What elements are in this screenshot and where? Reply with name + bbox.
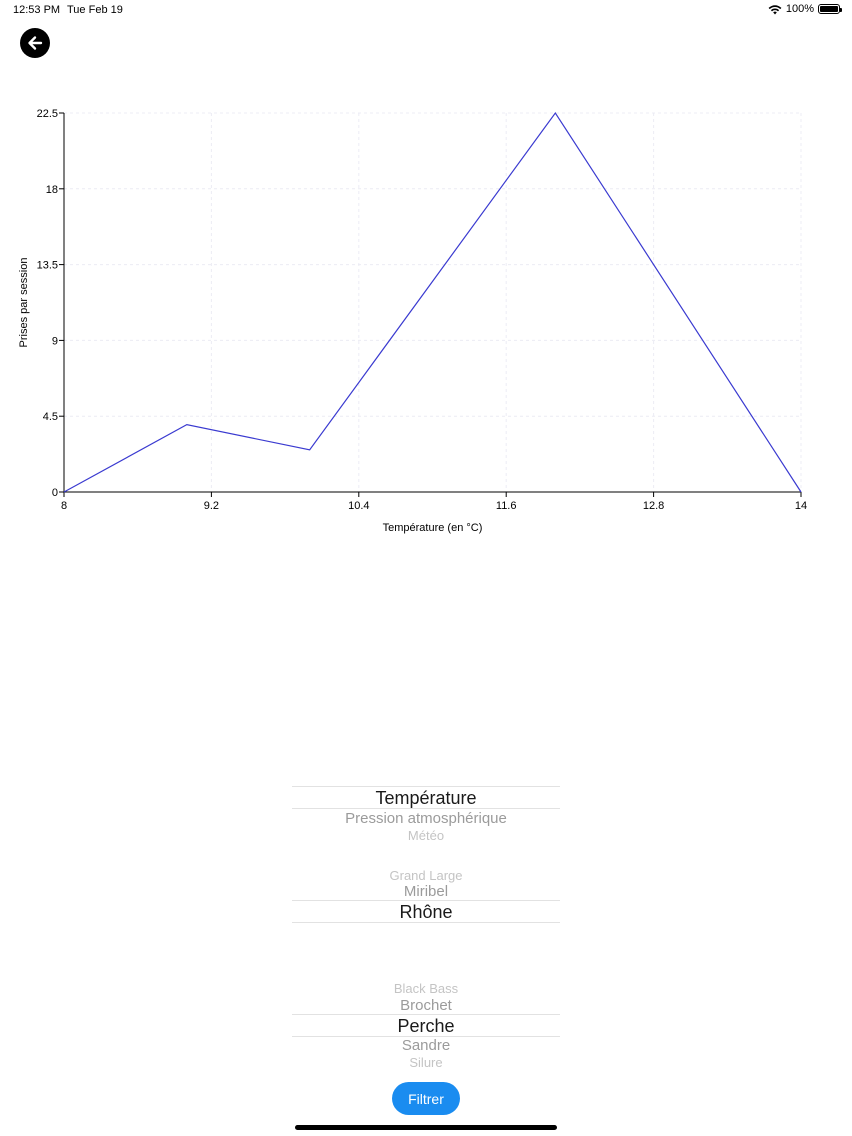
battery-percent: 100% xyxy=(785,3,814,15)
y-tick-label: 9 xyxy=(52,335,58,347)
x-axis-title: Température (en °C) xyxy=(383,522,483,534)
location-picker[interactable]: Grand Large Miribel Rhône xyxy=(292,864,560,928)
y-tick-label: 4.5 xyxy=(43,411,58,423)
filter-button[interactable]: Filtrer xyxy=(392,1082,460,1115)
status-bar: 12:53 PM Tue Feb 19 100% xyxy=(0,0,852,22)
wifi-icon xyxy=(768,4,782,14)
y-tick-label: 22.5 xyxy=(37,108,58,120)
line-chart: 8 9.2 10.4 11.6 12.8 14 0 4.5 9 13.5 18 22.5 Tempéra… xyxy=(0,90,852,550)
x-tick-label: 12.8 xyxy=(643,500,664,512)
y-axis-title: Prises par session xyxy=(18,258,30,348)
metric-picker[interactable]: Température Pression atmosphérique Météo xyxy=(292,780,560,844)
y-tick-label: 18 xyxy=(46,184,58,196)
picker-item[interactable]: Perche xyxy=(397,1016,455,1036)
picker-item[interactable]: Grand Large xyxy=(389,868,463,883)
picker-item[interactable]: Black Bass xyxy=(393,981,459,996)
battery-level xyxy=(820,6,838,12)
y-tick-label: 13.5 xyxy=(37,260,58,272)
picker-item[interactable]: Miribel xyxy=(403,883,449,900)
back-button[interactable] xyxy=(20,28,50,58)
species-picker[interactable]: Black Bass Brochet Perche Sandre Silure xyxy=(292,978,560,1070)
status-indicators: 100% xyxy=(768,3,842,15)
status-date: Tue Feb 19 xyxy=(67,4,123,16)
x-tick-label: 10.4 xyxy=(348,500,369,512)
x-tick-label: 11.6 xyxy=(496,500,517,512)
picker-item[interactable]: Silure xyxy=(409,1055,443,1070)
picker-item[interactable]: Sandre xyxy=(401,1037,451,1054)
arrow-left-icon xyxy=(28,36,43,50)
x-tick-label: 9.2 xyxy=(204,500,219,512)
picker-item[interactable]: Pression atmosphérique xyxy=(345,810,507,827)
x-tick-label: 8 xyxy=(61,500,67,512)
y-tick-label: 0 xyxy=(52,487,58,499)
x-tick-label: 14 xyxy=(795,500,807,512)
battery-icon xyxy=(818,4,842,14)
home-indicator[interactable] xyxy=(295,1125,557,1130)
picker-item[interactable]: Météo xyxy=(407,828,445,843)
picker-item[interactable]: Brochet xyxy=(400,997,452,1014)
chart-canvas: 8 9.2 10.4 11.6 12.8 14 0 4.5 9 13.5 18 22.5 Tempéra… xyxy=(18,108,807,534)
picker-item[interactable]: Température xyxy=(375,788,477,808)
series-line xyxy=(63,111,802,493)
picker-item[interactable]: Rhône xyxy=(399,902,453,922)
status-time: 12:53 PM xyxy=(13,4,61,16)
